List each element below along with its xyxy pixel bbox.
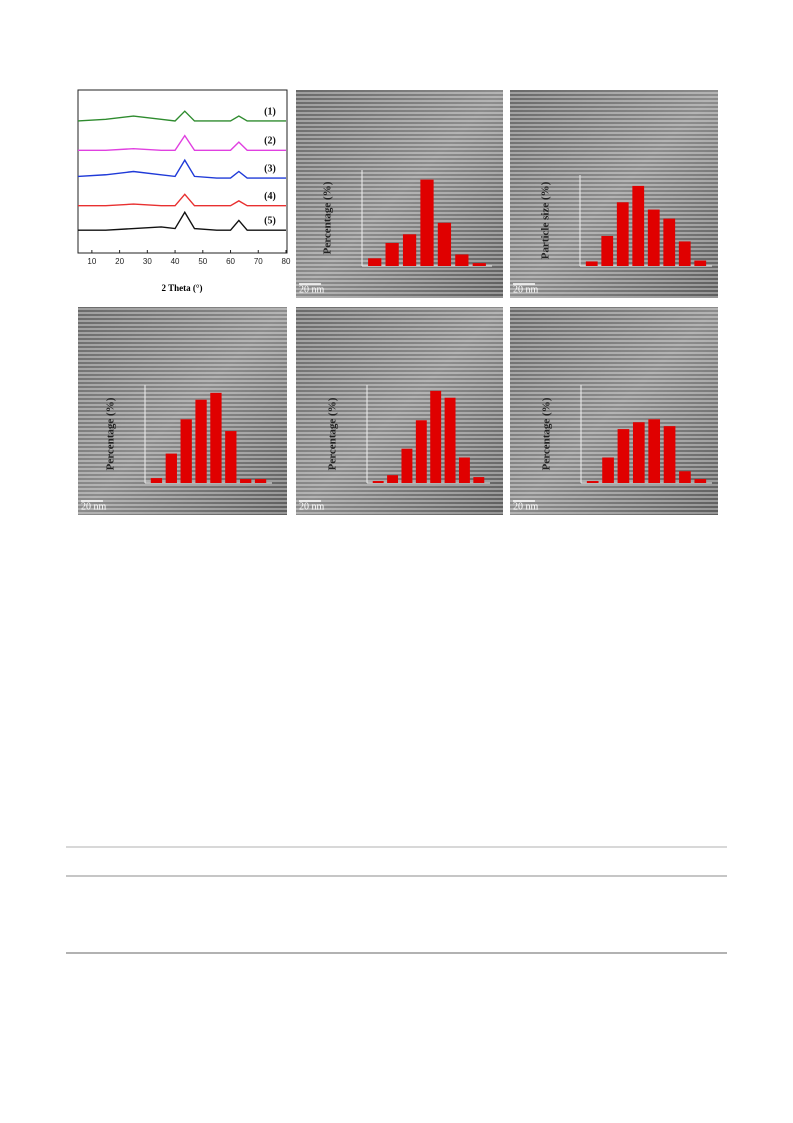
hist-bar <box>585 261 598 266</box>
x-axis-label: 2 Theta (°) <box>162 283 203 293</box>
y-axis-label: Percentage (%) <box>327 397 339 470</box>
x-tick-label: 30 <box>143 257 152 266</box>
hist-bar <box>632 185 645 266</box>
series-label: (3) <box>264 163 276 174</box>
hist-bar <box>165 453 177 483</box>
hist-bar <box>180 419 192 483</box>
series-label: (1) <box>264 106 276 117</box>
hist-bar <box>663 218 676 266</box>
hist-bar <box>401 448 413 483</box>
hist-bar <box>437 222 452 266</box>
x-tick-label: 50 <box>198 257 207 266</box>
hist-bar <box>455 254 469 266</box>
hist-bar <box>150 478 163 483</box>
hist-bar <box>694 479 707 483</box>
hist-bar <box>385 242 399 266</box>
y-axis-label: Percentage (%) <box>541 397 553 470</box>
hist-bar <box>402 234 417 266</box>
hist-bar <box>444 397 456 483</box>
hist-bar <box>602 457 614 483</box>
hist-bar <box>472 263 486 266</box>
series-label: (5) <box>264 215 276 226</box>
x-tick-label: 80 <box>282 257 291 266</box>
hist-bar <box>368 258 382 266</box>
xrd-trace <box>77 158 286 179</box>
xrd-trace <box>78 210 286 231</box>
hist-bar <box>617 429 630 483</box>
hist-bar <box>678 241 691 266</box>
xrd-trace <box>78 193 286 207</box>
scale-bar-label: 20 nm <box>299 284 325 295</box>
scale-bar-label: 20 nm <box>513 284 539 295</box>
y-axis-label: Particle size (%) <box>540 181 552 259</box>
xrd-trace <box>78 134 286 152</box>
xrd-frame <box>77 89 288 254</box>
hist-bar <box>387 475 399 483</box>
x-tick-label: 10 <box>87 257 96 266</box>
x-tick-label: 70 <box>254 257 263 266</box>
hist-bar <box>372 481 384 483</box>
hist-bar <box>225 431 237 483</box>
scale-bar-label: 20 nm <box>299 501 325 512</box>
hist-bar <box>415 420 427 483</box>
y-axis-label: Percentage (%) <box>322 181 334 254</box>
xrd-trace <box>77 110 286 122</box>
scale-bar-label: 20 nm <box>81 501 107 512</box>
hist-bar <box>663 426 676 483</box>
x-tick-label: 20 <box>115 257 124 266</box>
hist-bar <box>473 477 485 483</box>
hist-bar <box>648 419 661 483</box>
series-label: (4) <box>264 191 276 202</box>
hist-bar <box>430 390 442 483</box>
hist-bar <box>647 209 660 266</box>
hist-bar <box>420 179 434 266</box>
hist-bar <box>616 202 629 266</box>
hist-bar <box>694 260 707 266</box>
hist-bar <box>601 235 614 266</box>
hist-bar <box>679 471 691 483</box>
hist-bar <box>458 457 470 483</box>
y-axis-label: Percentage (%) <box>105 397 117 470</box>
scan-lines <box>296 90 503 298</box>
hist-bar <box>632 422 645 483</box>
hist-bar <box>254 479 267 483</box>
x-tick-label: 60 <box>226 257 235 266</box>
scale-bar-label: 20 nm <box>513 501 539 512</box>
x-tick-label: 40 <box>171 257 180 266</box>
hist-bar <box>586 481 599 483</box>
hist-bar <box>210 392 222 483</box>
hist-bar <box>195 399 207 483</box>
series-label: (2) <box>264 136 276 147</box>
hist-bar <box>240 479 252 483</box>
